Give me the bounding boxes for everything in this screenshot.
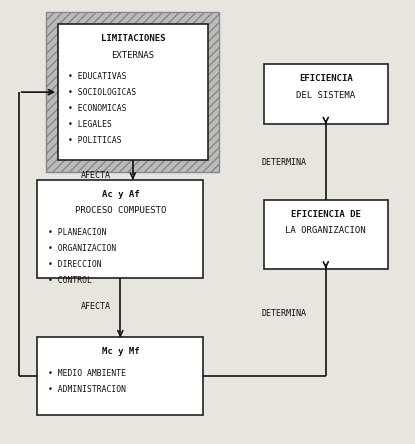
Text: EFICIENCIA DE: EFICIENCIA DE [291, 210, 361, 218]
Text: AFECTA: AFECTA [81, 171, 111, 180]
Bar [58, 24, 208, 160]
Text: • MEDIO AMBIENTE: • MEDIO AMBIENTE [48, 369, 126, 377]
Text: • CONTROL: • CONTROL [48, 276, 92, 285]
Text: EFICIENCIA: EFICIENCIA [299, 74, 353, 83]
Text: Ac y Af: Ac y Af [102, 190, 139, 198]
Text: PROCESO COMPUESTO: PROCESO COMPUESTO [75, 206, 166, 215]
Text: EXTERNAS: EXTERNAS [111, 51, 154, 60]
Bar [264, 200, 388, 269]
Bar [37, 337, 203, 415]
Text: AFECTA: AFECTA [81, 302, 111, 311]
Text: • POLITICAS: • POLITICAS [68, 136, 122, 145]
Text: • ORGANIZACION: • ORGANIZACION [48, 244, 116, 253]
Bar [264, 64, 388, 124]
Text: DETERMINA: DETERMINA [262, 309, 307, 317]
Text: • ADMINISTRACION: • ADMINISTRACION [48, 385, 126, 393]
Text: • DIRECCION: • DIRECCION [48, 260, 101, 269]
Text: DETERMINA: DETERMINA [262, 158, 307, 166]
Bar [37, 180, 203, 278]
Bar [46, 12, 219, 172]
Text: • EDUCATIVAS: • EDUCATIVAS [68, 72, 127, 81]
Text: LIMITACIONES: LIMITACIONES [100, 34, 165, 43]
Text: • PLANEACION: • PLANEACION [48, 228, 106, 237]
Text: Mc y Mf: Mc y Mf [102, 347, 139, 356]
Text: • ECONOMICAS: • ECONOMICAS [68, 104, 127, 113]
Text: • SOCIOLOGICAS: • SOCIOLOGICAS [68, 88, 137, 97]
Text: DEL SISTEMA: DEL SISTEMA [296, 91, 355, 100]
Text: LA ORGANIZACION: LA ORGANIZACION [286, 226, 366, 235]
Text: • LEGALES: • LEGALES [68, 120, 112, 129]
